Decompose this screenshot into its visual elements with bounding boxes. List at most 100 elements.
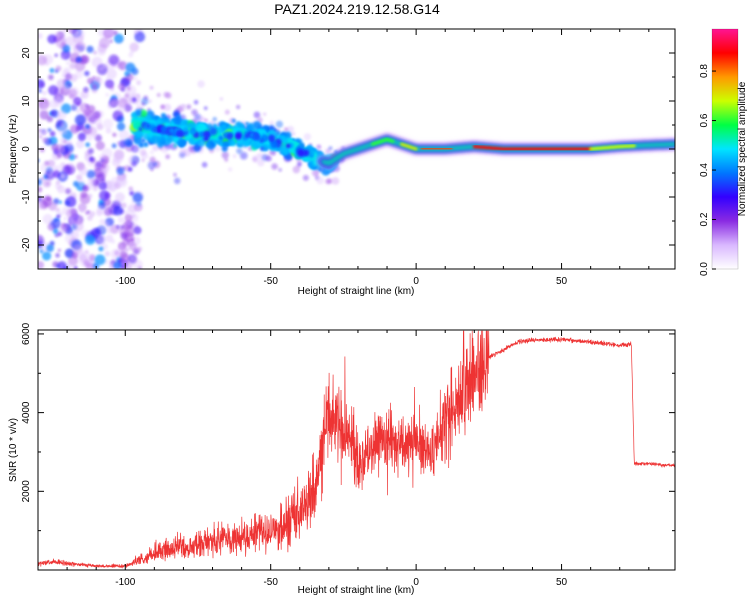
spectrogram-cell (135, 131, 142, 138)
spectrogram-cell (85, 234, 96, 245)
spectrogram-cell (132, 192, 143, 203)
spectrogram-cell (124, 213, 133, 222)
spectrogram-cell (159, 135, 166, 143)
spectrogram-cell (105, 127, 112, 134)
spectrogram-cell (89, 156, 94, 162)
spectrogram-cell (57, 110, 67, 120)
spectrogram-cell (85, 104, 89, 108)
spectrogram-cell (96, 205, 107, 215)
spectrogram-cell (56, 214, 61, 219)
spectrogram-cell (196, 123, 206, 133)
spectrogram-cell (150, 150, 154, 155)
spectrogram-cell (130, 50, 134, 55)
spectrogram-cell (244, 133, 250, 138)
spectrogram-cell (63, 216, 67, 221)
spectrogram-cell (168, 127, 175, 134)
spectrogram-cell (67, 29, 78, 35)
spectrogram-cell (47, 159, 56, 168)
spectrogram-cell (45, 196, 52, 202)
spectrogram-cell (149, 156, 156, 163)
spectrogram-ridge-peak (371, 137, 395, 146)
spectrogram-cell (236, 105, 241, 110)
spectrogram-ridge (316, 131, 675, 172)
spectrogram-cell (52, 228, 59, 234)
spectrogram-cell (106, 206, 110, 211)
spectrogram-x-tick-label: -50 (263, 276, 278, 287)
spectrogram-cell (108, 184, 117, 193)
spectrogram-cell (268, 150, 274, 156)
spectrogram-cell (136, 103, 141, 107)
snr-y-tick-label: 2000 (21, 480, 32, 503)
colorbar-ticks: 0.0 0.2 0.4 0.6 0.8 (699, 64, 716, 276)
spectrogram-cell (83, 86, 89, 93)
spectrogram-cell (76, 109, 80, 113)
spectrogram-cell (175, 130, 183, 137)
spectrogram-cell (331, 177, 340, 185)
spectrogram-cell (64, 200, 71, 206)
spectrogram-cell (188, 123, 192, 127)
spectrogram-cell (98, 246, 104, 252)
snr-x-tick-label: -50 (263, 577, 278, 588)
spectrogram-cell (72, 220, 84, 232)
spectrogram-cell (97, 29, 106, 37)
spectrogram-cell (134, 109, 142, 116)
spectrogram-cell (214, 145, 221, 152)
spectrogram-cell (52, 170, 61, 178)
spectrogram-cell (116, 122, 126, 131)
spectrogram-cell (141, 158, 145, 163)
spectrogram-cell (42, 90, 47, 96)
spectrogram-cell (40, 163, 49, 173)
spectrogram-cell (65, 188, 72, 195)
spectrogram-cell (117, 216, 125, 224)
figure-title: PAZ1.2024.219.12.58.G14 (274, 1, 440, 17)
spectrogram-cell (75, 140, 85, 149)
spectrogram-cell (232, 153, 237, 159)
spectrogram-cell (76, 56, 82, 62)
spectrogram-cell (136, 80, 142, 86)
spectrogram-cell (245, 121, 249, 126)
spectrogram-cell (62, 44, 66, 48)
spectrogram-cell (49, 67, 55, 74)
spectrogram-cell (108, 54, 120, 66)
spectrogram-cell (56, 152, 63, 159)
spectrogram-cell (57, 125, 68, 136)
spectrogram-cell (94, 134, 102, 142)
spectrogram-cell (63, 85, 71, 93)
spectrogram-cell (91, 83, 98, 90)
spectrogram-cell (89, 211, 96, 217)
spectrogram-cell (131, 144, 139, 153)
colorbar-tick-label: 0.2 (699, 212, 710, 226)
spectrogram-cell (143, 141, 149, 148)
colorbar-label: Normalized spectral amplitude (737, 81, 748, 216)
spectrogram-cell (119, 250, 128, 259)
spectrogram-cell (38, 260, 45, 269)
spectrogram-cell (118, 245, 124, 250)
spectrogram-cell (113, 152, 124, 164)
spectrogram-cell (96, 234, 107, 245)
spectrogram-x-axis-label: Height of straight line (km) (298, 286, 415, 297)
colorbar-gradient (712, 29, 738, 269)
spectrogram-cell (69, 62, 76, 70)
spectrogram-cell (71, 103, 78, 110)
spectrogram-cell (198, 131, 205, 138)
spectrogram-cell (226, 132, 234, 140)
spectrogram-cell (112, 205, 123, 216)
spectrogram-cell (125, 62, 136, 73)
spectrogram-cell (84, 70, 90, 77)
spectrogram-cell (74, 114, 86, 126)
spectrogram-cell (173, 177, 181, 185)
spectrogram-y-tick-label: 10 (21, 95, 32, 107)
spectrogram-cell (259, 146, 265, 152)
spectrogram-cell (58, 200, 62, 204)
colorbar-frame (711, 28, 739, 270)
spectrogram-cell (42, 213, 53, 225)
spectrogram-cell (129, 190, 135, 196)
spectrogram-cell (66, 208, 77, 219)
spectrogram-cell (224, 157, 229, 162)
spectrogram-cell (259, 138, 264, 144)
spectrogram-cell (291, 131, 296, 136)
spectrogram-cell (105, 76, 110, 80)
spectrogram-cell (269, 120, 274, 126)
spectrogram-cell (85, 124, 91, 129)
